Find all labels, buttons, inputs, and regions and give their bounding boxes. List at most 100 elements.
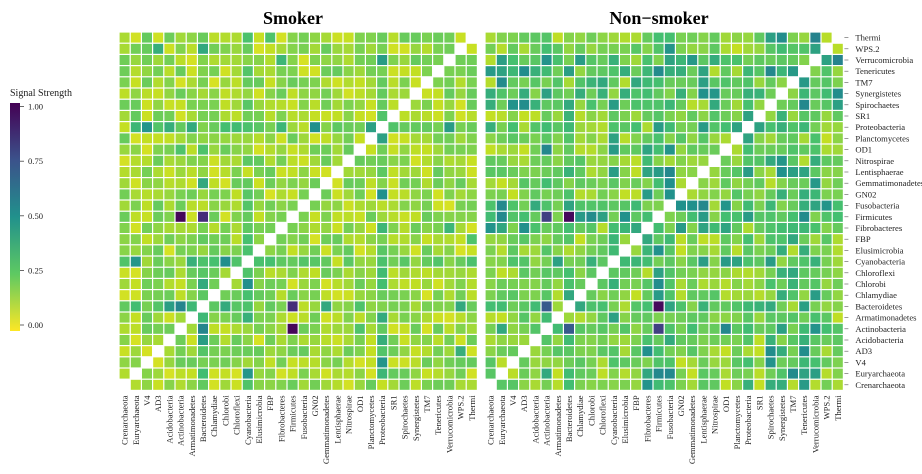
- heatmap-cell: [175, 200, 186, 211]
- heatmap-cell: [799, 32, 810, 43]
- y-tick-label: Firmicutes: [855, 212, 892, 222]
- heatmap-cell: [119, 357, 130, 368]
- heatmap-cell: [586, 245, 597, 256]
- heatmap-cell: [754, 211, 765, 222]
- heatmap-cell: [276, 234, 287, 245]
- heatmap-cell: [664, 111, 675, 121]
- heatmap-cell: [377, 223, 388, 233]
- heatmap-cell: [410, 379, 421, 390]
- heatmap-cell: [276, 55, 287, 65]
- heatmap-cell: [209, 99, 220, 110]
- heatmap-cell: [209, 256, 220, 267]
- heatmap-cell: [466, 200, 477, 211]
- heatmap-cell: [575, 290, 586, 301]
- heatmap-cell: [254, 99, 264, 110]
- heatmap-cell: [732, 144, 742, 155]
- heatmap-cell: [164, 335, 175, 345]
- heatmap-cell: [153, 323, 164, 334]
- x-tick-label: Planctomycetes: [732, 395, 742, 450]
- heatmap-cell: [676, 357, 686, 368]
- heatmap-cell: [287, 66, 298, 77]
- heatmap-cell: [496, 189, 507, 200]
- heatmap-cell: [186, 55, 197, 65]
- heatmap-cell: [399, 335, 410, 345]
- heatmap-cell: [198, 167, 208, 177]
- heatmap-cell: [242, 178, 253, 189]
- heatmap-cell: [709, 379, 720, 390]
- heatmap-cell: [422, 189, 432, 200]
- heatmap-cell: [343, 335, 354, 345]
- heatmap-cell: [698, 267, 709, 278]
- heatmap-cell: [377, 32, 388, 43]
- heatmap-cell: [508, 357, 518, 368]
- heatmap-cell: [564, 245, 574, 256]
- heatmap-cell: [130, 234, 141, 245]
- heatmap-cell: [586, 99, 597, 110]
- heatmap-cell: [821, 290, 832, 301]
- x-tick-label: Synergistetes: [777, 395, 787, 441]
- heatmap-cell: [198, 223, 208, 233]
- heatmap-cell: [399, 178, 410, 189]
- heatmap-cell: [832, 301, 843, 312]
- heatmap-cell: [254, 379, 264, 390]
- heatmap-cell: [231, 155, 242, 166]
- heatmap-cell: [788, 133, 798, 144]
- heatmap-cell: [321, 223, 332, 233]
- heatmap-cell: [444, 256, 455, 267]
- heatmap-cell: [142, 99, 152, 110]
- heatmap-cell: [832, 77, 843, 88]
- heatmap-cell: [198, 323, 208, 334]
- heatmap-cell: [698, 290, 709, 301]
- heatmap-cell: [444, 245, 455, 256]
- heatmap-cell: [552, 122, 563, 133]
- heatmap-cell: [422, 234, 432, 245]
- heatmap-cell: [687, 55, 698, 65]
- heatmap-cell: [265, 43, 276, 54]
- heatmap-cell: [541, 122, 552, 133]
- heatmap-cell: [321, 43, 332, 54]
- heatmap-cell: [265, 234, 276, 245]
- heatmap-cell: [366, 66, 376, 77]
- heatmap-cell: [433, 167, 444, 177]
- heatmap-cell: [664, 133, 675, 144]
- heatmap-cell: [119, 167, 130, 177]
- heatmap-cell: [776, 178, 787, 189]
- heatmap-cell: [332, 323, 343, 334]
- heatmap-cell: [810, 267, 821, 278]
- heatmap-cell: [631, 323, 642, 334]
- heatmap-cell: [575, 335, 586, 345]
- heatmap-cell: [709, 290, 720, 301]
- heatmap-cell: [153, 144, 164, 155]
- heatmap-cell: [552, 368, 563, 379]
- heatmap-cell: [620, 144, 630, 155]
- heatmap-cell: [354, 279, 365, 289]
- heatmap-cell: [810, 66, 821, 77]
- heatmap-cell: [720, 178, 731, 189]
- heatmap-cell: [765, 189, 776, 200]
- heatmap-cell: [508, 211, 518, 222]
- heatmap-cell: [422, 211, 432, 222]
- heatmap-cell: [564, 32, 574, 43]
- heatmap-cell: [186, 66, 197, 77]
- heatmap-cell: [175, 111, 186, 121]
- heatmap-cell: [676, 178, 686, 189]
- heatmap-cell: [377, 178, 388, 189]
- heatmap-cell: [198, 346, 208, 357]
- heatmap-cell: [377, 267, 388, 278]
- heatmap-cell: [433, 223, 444, 233]
- heatmap-cell: [164, 379, 175, 390]
- heatmap-cell: [142, 200, 152, 211]
- heatmap-cell: [575, 368, 586, 379]
- x-tick-label: Elusimicrobia: [254, 395, 264, 443]
- heatmap-cell: [788, 346, 798, 357]
- heatmap-cell: [698, 178, 709, 189]
- heatmap-cell: [642, 323, 653, 334]
- heatmap-cell: [310, 223, 320, 233]
- heatmap-cell: [597, 312, 608, 323]
- heatmap-cell: [575, 279, 586, 289]
- heatmap-cell: [130, 335, 141, 345]
- heatmap-cell: [720, 379, 731, 390]
- heatmap-cell: [276, 346, 287, 357]
- heatmap-cell: [242, 357, 253, 368]
- heatmap-cell: [698, 133, 709, 144]
